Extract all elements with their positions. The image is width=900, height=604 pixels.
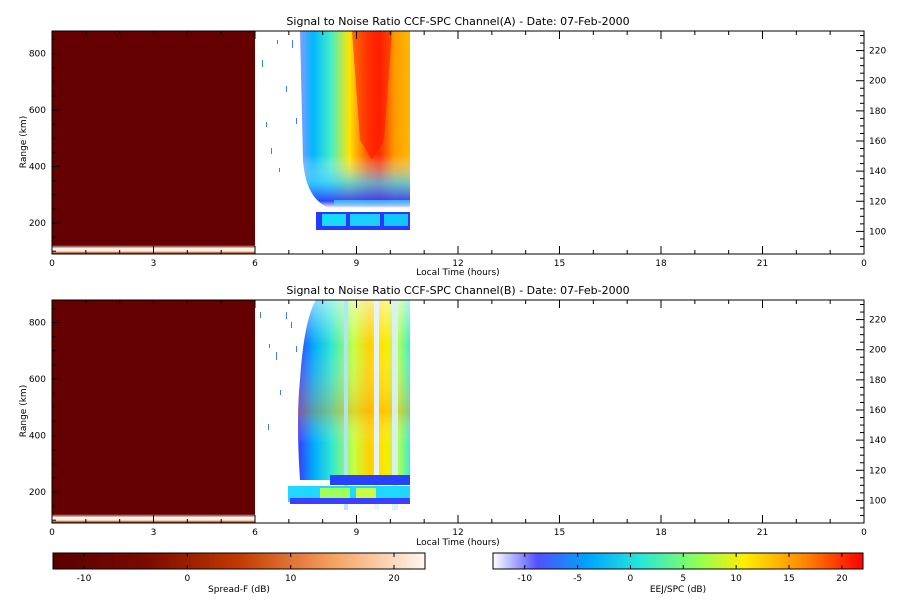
panel-b-xtick-label: 21 [757, 528, 768, 538]
panel-b-xtick-label: 12 [452, 528, 463, 538]
panel-a-y2tick-label: 160 [869, 137, 886, 147]
panel-b-ytick-label: 400 [29, 431, 46, 441]
panel-a: Signal to Noise Ratio CCF-SPC Channel(A)… [19, 15, 886, 278]
colorbar-eej-tick-label: -10 [517, 574, 532, 584]
panel-b-eej-region [288, 300, 410, 510]
colorbar-spread-f-tick-label: 20 [388, 574, 400, 584]
panel-a-xtick-label: 12 [452, 259, 463, 269]
panel-a-xtick-label: 18 [655, 259, 667, 269]
panel-a-y2tick-label: 200 [869, 77, 886, 87]
panel-b-sparse-echoes [260, 312, 297, 430]
colorbar-eej-label: EEJ/SPC (dB) [650, 585, 706, 595]
panel-a-ylabel: Range (km) [19, 116, 29, 168]
panel-a-xtick-label: 0 [49, 259, 55, 269]
colorbar-eej-tick-label: -5 [573, 574, 582, 584]
panel-a-xlabel: Local Time (hours) [416, 268, 499, 278]
panel-a-title: Signal to Noise Ratio CCF-SPC Channel(A)… [286, 15, 629, 28]
panel-a-ytick-label: 800 [29, 50, 46, 60]
panel-b-y2tick-label: 160 [869, 406, 886, 416]
panel-b-xlabel: Local Time (hours) [416, 538, 499, 548]
panel-a-xtick-label: 6 [252, 259, 258, 269]
panel-b-y2tick-label: 140 [869, 436, 886, 446]
panel-a-ytick-label: 200 [29, 219, 46, 229]
panel-a-ytick-label: 600 [29, 106, 46, 116]
panel-b-y2tick-label: 100 [869, 496, 886, 506]
colorbar-spread-f-label: Spread-F (dB) [208, 585, 270, 595]
panel-a-eej-region [300, 31, 410, 230]
panel-a-xtick-label: 21 [757, 259, 768, 269]
colorbar-eej-tick-label: 15 [783, 574, 794, 584]
panel-b-xtick-label: 6 [252, 528, 258, 538]
panel-a-y2tick-label: 180 [869, 107, 886, 117]
panel-a-xtick-label: 9 [354, 259, 360, 269]
panel-b: Signal to Noise Ratio CCF-SPC Channel(B)… [19, 284, 886, 548]
panel-a-spread-f-region [52, 31, 255, 254]
colorbar-eej-tick-label: 10 [730, 574, 742, 584]
colorbar-eej-tick-label: 5 [680, 574, 686, 584]
colorbar-spread-f: -10 0 10 20 Spread-F (dB) [52, 552, 426, 595]
panel-b-xtick-label: 9 [354, 528, 360, 538]
panel-a-y2tick-label: 140 [869, 167, 886, 177]
panel-b-y2tick-label: 220 [869, 316, 886, 326]
panel-b-y2tick-label: 180 [869, 376, 886, 386]
panel-a-y2tick-label: 120 [869, 197, 886, 207]
panel-b-xtick-label: 18 [655, 528, 667, 538]
colorbar-spread-f-tick-label: -10 [77, 574, 92, 584]
panel-b-xtick-label: 3 [151, 528, 157, 538]
panel-b-y2tick-label: 200 [869, 346, 886, 356]
panel-a-ytick-label: 400 [29, 162, 46, 172]
panel-b-ytick-label: 600 [29, 375, 46, 385]
panel-b-xtick-label: 0 [861, 528, 867, 538]
panel-b-title: Signal to Noise Ratio CCF-SPC Channel(B)… [286, 284, 629, 297]
colorbar-eej: -10 -5 0 5 10 15 20 EEJ/SPC (dB) [492, 552, 864, 595]
panel-a-xtick-label: 3 [151, 259, 157, 269]
panel-a-sparse-echoes [262, 40, 297, 172]
colorbar-spread-f-tick-label: 0 [184, 574, 190, 584]
panel-a-y2tick-label: 220 [869, 47, 886, 57]
panel-a-y2tick-label: 100 [869, 227, 886, 237]
panel-b-y2tick-label: 120 [869, 466, 886, 476]
panel-a-xtick-label: 15 [554, 259, 565, 269]
panel-b-xtick-label: 15 [554, 528, 565, 538]
panel-b-ytick-label: 800 [29, 319, 46, 329]
colorbar-spread-f-tick-label: 10 [285, 574, 297, 584]
panel-a-xtick-label: 0 [861, 259, 867, 269]
panel-b-spread-f-region [52, 300, 255, 523]
colorbar-eej-tick-label: 0 [628, 574, 634, 584]
panel-b-ylabel: Range (km) [19, 385, 29, 437]
panel-b-ytick-label: 200 [29, 488, 46, 498]
colorbar-eej-tick-label: 20 [836, 574, 848, 584]
panel-b-xtick-label: 0 [49, 528, 55, 538]
